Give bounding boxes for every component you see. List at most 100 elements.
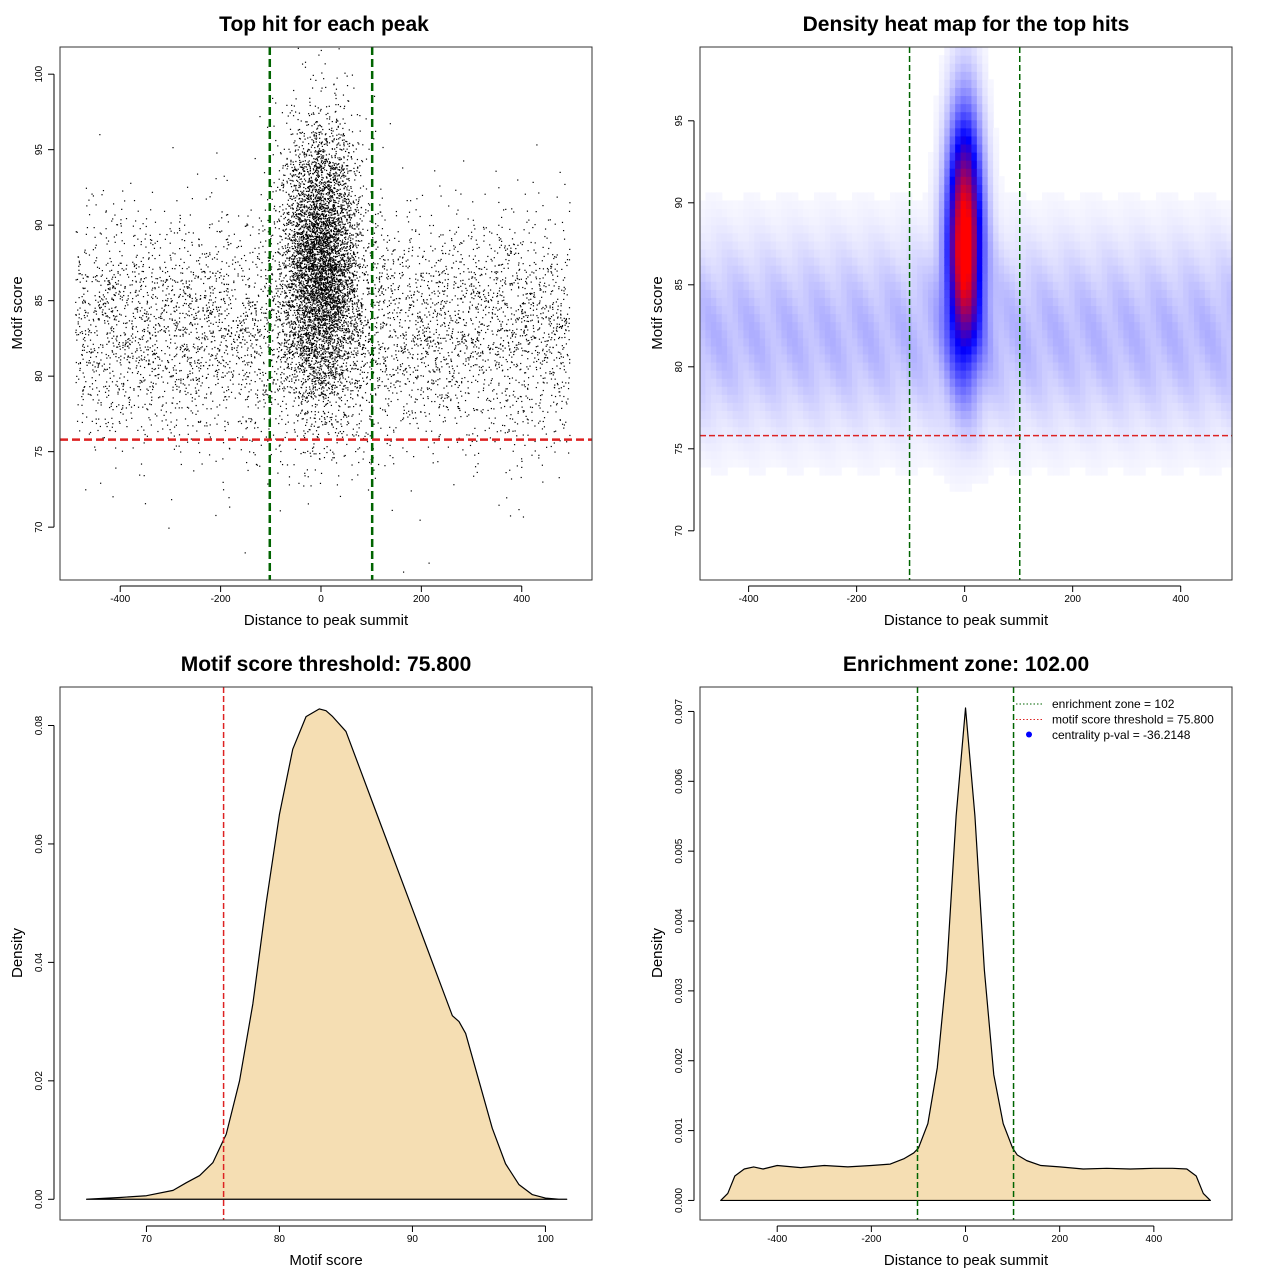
scatter-point: [556, 330, 558, 332]
scatter-point: [309, 284, 311, 287]
scatter-point: [502, 424, 504, 427]
scatter-point: [258, 353, 260, 355]
scatter-point: [78, 265, 80, 267]
scatter-point: [314, 414, 316, 416]
scatter-point: [535, 276, 537, 278]
scatter-point: [471, 297, 473, 299]
scatter-point: [331, 339, 333, 341]
scatter-point: [526, 320, 528, 322]
scatter-point: [381, 256, 383, 258]
scatter-point: [452, 328, 454, 330]
scatter-point: [242, 336, 244, 338]
scatter-point: [412, 417, 414, 420]
scatter-point: [481, 351, 484, 353]
scatter-point: [135, 281, 137, 283]
scatter-point: [215, 246, 217, 248]
scatter-point: [475, 379, 477, 381]
scatter-point: [438, 274, 440, 277]
scatter-point: [270, 309, 273, 312]
scatter-point: [131, 284, 133, 286]
scatter-point: [301, 309, 303, 312]
scatter-point: [153, 315, 155, 318]
scatter-point: [79, 325, 81, 328]
scatter-point: [446, 300, 448, 302]
scatter-point: [462, 301, 464, 303]
scatter-point: [376, 322, 378, 324]
scatter-point: [195, 328, 197, 330]
scatter-point: [542, 277, 544, 279]
scatter-point: [416, 398, 418, 401]
scatter-point: [174, 324, 176, 326]
scatter-point: [311, 350, 313, 352]
scatter-point: [224, 429, 227, 432]
scatter-point: [535, 211, 537, 213]
scatter-point: [168, 293, 170, 295]
scatter-point: [135, 367, 137, 369]
scatter-point: [151, 334, 154, 336]
scatter-point: [410, 490, 412, 492]
scatter-point: [199, 451, 201, 454]
scatter-point: [222, 458, 224, 460]
scatter-point: [149, 386, 151, 388]
scatter-point: [203, 314, 206, 316]
scatter-point: [253, 324, 256, 326]
scatter-point: [458, 286, 460, 289]
scatter-point: [128, 404, 130, 406]
scatter-point: [432, 369, 434, 371]
scatter-point: [186, 346, 188, 348]
scatter-point: [284, 339, 286, 341]
scatter-point: [145, 316, 148, 318]
scatter-point: [455, 345, 457, 347]
scatter-point: [193, 316, 195, 318]
scatter-point: [212, 308, 215, 311]
scatter-point: [251, 362, 253, 364]
scatter-point: [149, 337, 151, 339]
scatter-point: [310, 390, 312, 392]
scatter-point: [496, 346, 498, 349]
scatter-point: [434, 304, 436, 306]
scatter-point: [198, 380, 200, 382]
scatter-point: [200, 361, 202, 364]
scatter-point: [564, 261, 567, 264]
scatter-point: [112, 299, 115, 301]
scatter-point: [426, 299, 428, 301]
scatter-point: [136, 372, 139, 375]
scatter-point: [378, 277, 380, 279]
scatter-point: [115, 353, 117, 355]
scatter-point: [175, 348, 177, 350]
scatter-point: [496, 295, 499, 297]
scatter-point: [433, 442, 435, 444]
scatter-point: [416, 299, 418, 301]
scatter-point: [199, 421, 201, 423]
scatter-point: [407, 221, 410, 223]
scatter-point: [427, 343, 429, 345]
scatter-point: [195, 377, 197, 379]
scatter-point: [245, 318, 247, 320]
scatter-point: [97, 402, 99, 404]
scatter-point: [424, 335, 426, 338]
scatter-point: [460, 254, 462, 256]
scatter-point: [238, 392, 240, 394]
scatter-point: [363, 259, 365, 261]
scatter-point: [429, 371, 431, 373]
scatter-point: [379, 407, 382, 409]
scatter-point: [476, 409, 479, 411]
scatter-point: [453, 287, 455, 289]
scatter-point: [420, 375, 422, 377]
scatter-point: [473, 409, 475, 412]
scatter-point: [484, 296, 486, 298]
scatter-point: [75, 279, 77, 281]
scatter-point: [373, 301, 375, 304]
scatter-point: [89, 362, 91, 364]
scatter-point: [272, 191, 274, 193]
scatter-point: [339, 283, 341, 286]
scatter-point: [508, 395, 511, 397]
scatter-point: [532, 335, 534, 337]
scatter-point: [411, 313, 413, 316]
scatter-point: [526, 283, 528, 285]
scatter-point: [391, 336, 393, 338]
scatter-point: [102, 304, 104, 306]
scatter-point: [563, 317, 565, 320]
scatter-point: [320, 369, 323, 371]
